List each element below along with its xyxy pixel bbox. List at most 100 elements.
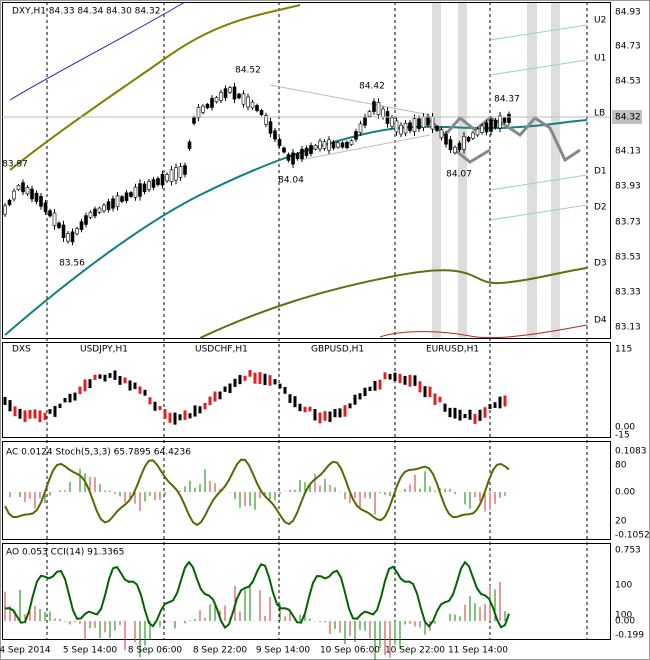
candle [277,139,282,146]
mini-candle [393,372,397,381]
candle [192,117,196,124]
mini-candle [253,372,257,384]
candle [399,124,403,135]
candle [421,116,426,128]
mini-candle [123,377,127,384]
pane-header: DXY,H1 84.33 84.34 84.30 84.32 [12,7,160,17]
candle [502,117,507,123]
axis-label: 0.753 [615,546,641,556]
symbol-label: EURUSD,H1 [426,345,479,355]
candle [340,142,345,148]
candle [48,210,52,217]
mini-candle [273,379,277,385]
candle [232,86,237,100]
candle [3,205,7,215]
candle [210,97,214,108]
mini-candle [88,379,92,389]
price-label: 83.53 [615,253,641,263]
candle [354,131,358,140]
mini-candle [3,396,7,405]
mini-candle [248,369,252,377]
mini-candle [158,406,162,411]
candle [322,141,327,149]
candle [205,103,210,109]
mini-candle [348,403,352,409]
axis-label: 100 [615,581,632,591]
time-label: 11 Sep 14:00 [448,646,508,656]
candle [147,181,151,190]
time-label: 4 Sep 2014 [0,646,51,656]
mini-candle [33,409,37,419]
mini-candle [313,409,317,421]
candle [480,125,484,133]
candle [12,190,16,200]
candle [88,211,93,218]
candle [453,146,457,154]
mini-candle [373,380,377,391]
mini-candle [238,375,242,385]
mini-candle [323,411,327,421]
mini-candle [213,391,217,402]
candle [313,145,318,150]
mini-candle [473,413,477,424]
mini-candle [58,403,62,409]
mini-candle [318,412,322,424]
mini-candle [183,410,187,420]
candle [7,199,12,206]
mini-candle [233,378,237,387]
candle [223,88,228,99]
mini-candle [28,409,32,419]
mini-candle [13,406,17,417]
mini-candle [398,374,402,384]
mini-candle [188,413,192,419]
candle [25,187,30,195]
candle [43,202,48,213]
price-annotation: 83.97 [2,160,28,170]
candle [282,147,286,153]
price-annotation: 84.37 [494,95,520,105]
mini-candle [258,372,262,384]
price-annotation: 84.04 [278,176,304,186]
mini-candle [443,403,447,412]
mini-candle [308,406,312,412]
mini-candle [38,410,42,423]
mini-candle [428,386,432,398]
price-annotation: 84.52 [235,66,261,76]
level-label: D3 [594,259,607,269]
candle [448,139,453,150]
mini-candle [468,409,472,420]
candle [84,215,88,225]
candle [39,196,43,207]
candle [120,196,124,202]
candle [57,222,61,229]
time-label: 5 Sep 14:00 [63,646,118,656]
mini-candle [103,374,107,382]
mini-candle [423,386,427,398]
candle [367,111,372,117]
axis-label: 0.00 [615,617,635,627]
mini-candle [218,391,222,400]
mini-candle [108,373,112,378]
candle [376,102,381,115]
mini-candle [23,410,27,422]
candle [363,116,367,126]
candle [426,116,430,126]
candle [318,140,322,150]
candle [345,142,349,148]
price-label: 84.53 [615,77,641,87]
candle [160,173,165,186]
price-label: 83.73 [615,218,641,228]
mini-candle [503,395,507,407]
candle [219,92,223,101]
mini-candle [498,396,502,409]
mini-candle [43,412,47,420]
candle [201,105,205,113]
candle [493,120,498,128]
candle [412,118,417,132]
mini-candle [408,374,412,387]
candle [381,108,385,118]
mini-candle [418,381,422,393]
candle [462,136,466,150]
mini-candle [483,407,487,418]
candle [187,141,192,149]
